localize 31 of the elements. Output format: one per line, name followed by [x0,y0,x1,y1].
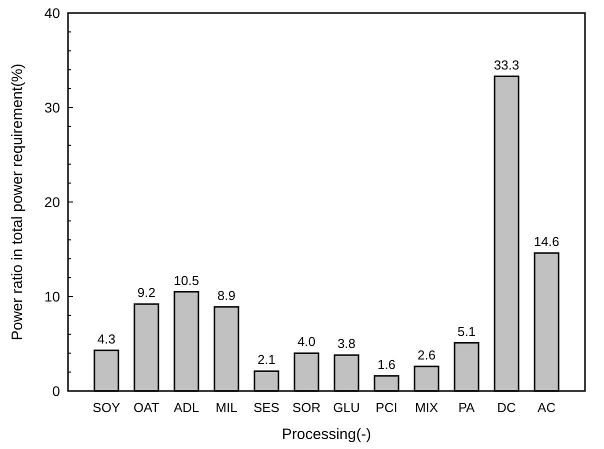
x-tick-label: DC [497,400,516,415]
data-label: 1.6 [377,356,396,372]
y-tick-label: 0 [52,382,60,399]
data-label: 2.6 [418,347,436,362]
y-tick-label: 20 [44,194,60,210]
y-tick-label: 30 [44,99,60,116]
y-tick-label: 10 [44,288,60,304]
x-tick-label: MIX [414,400,438,415]
x-tick-label: PCI [376,400,398,415]
x-tick-label: PA [458,400,476,415]
data-label: 9.2 [137,285,156,300]
y-tick-label: 40 [44,4,60,21]
x-tick-label: OAT [134,400,160,415]
data-label: 14.6 [534,234,560,250]
data-label: 10.5 [174,272,200,288]
x-tick-label: ADL [174,400,200,415]
x-tick-label: MIL [216,400,238,415]
data-label: 8.9 [217,288,236,303]
data-label: 4.0 [297,334,316,350]
data-label: 5.1 [458,324,476,339]
data-label: 2.1 [257,352,276,368]
x-tick-label: AC [538,400,556,415]
x-tick-label: SES [253,400,280,415]
data-label: 33.3 [494,57,520,72]
y-axis-title: Power ratio in total power requirement(%) [9,64,26,340]
data-label: 3.8 [337,336,356,352]
x-axis-title: Processing(-) [282,426,372,443]
x-tick-label: SOR [292,400,321,415]
x-tick-label: SOY [92,400,120,415]
data-label: 4.3 [97,331,116,346]
x-tick-label: GLU [333,400,360,415]
